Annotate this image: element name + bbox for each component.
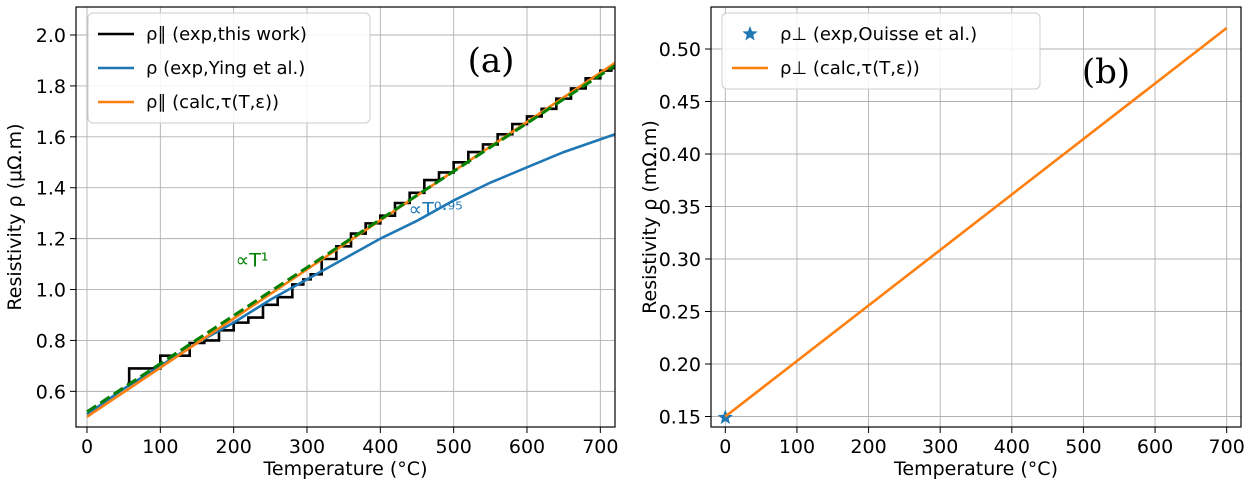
legend-label: ρ (exp,Ying et al.) xyxy=(146,58,305,79)
legend-label: ρ∥ (exp,this work) xyxy=(146,24,307,45)
y-tick-label: 0.35 xyxy=(659,197,701,219)
x-tick-label: 300 xyxy=(922,436,958,458)
y-tick-label: 0.30 xyxy=(659,249,701,271)
legend-label: ρ∥ (calc,τ(T,ε)) xyxy=(146,92,279,113)
legend-b: ρ⊥ (exp,Ouisse et al.) ρ⊥ (calc,τ(T,ε)) xyxy=(721,12,1041,90)
series-marker-star xyxy=(717,409,733,425)
y-tick-label: 2.0 xyxy=(36,25,66,47)
y-tick-label: 1.0 xyxy=(36,280,66,302)
x-tick-label: 300 xyxy=(289,436,325,458)
series-layer-b xyxy=(717,26,1228,425)
series-line-0 xyxy=(127,66,615,386)
y-axis-label-b: Resistivity ρ (mΩ.m) xyxy=(639,120,661,314)
legend-a: ρ∥ (exp,this work) ρ (exp,Ying et al.) ρ∥ … xyxy=(87,12,371,124)
legend-box xyxy=(721,12,1041,90)
y-tick-label: 0.15 xyxy=(659,407,701,429)
chart-panel-b: 0 100 200 300 400 500 600 700 0.15 0.20 0.25 0.30 0.… xyxy=(639,6,1245,480)
y-tick-label: 0.50 xyxy=(659,39,701,61)
legend-label: ρ⊥ (calc,τ(T,ε)) xyxy=(780,58,920,79)
series-layer-a xyxy=(86,61,615,418)
ticks-a: 0 100 200 300 400 500 600 700 0.6 0.8 1.0 1.2 1.4 1.6… xyxy=(36,25,619,458)
grid-b xyxy=(711,7,1241,427)
series-line-1 xyxy=(724,26,1228,418)
y-tick-label: 0.20 xyxy=(659,354,701,376)
plot-frame-b xyxy=(710,6,1242,428)
x-tick-label: 200 xyxy=(850,436,886,458)
y-tick-label: 0.40 xyxy=(659,144,701,166)
x-tick-label: 700 xyxy=(1209,436,1245,458)
panel-label-a: (a) xyxy=(468,41,515,81)
legend-label: ρ⊥ (exp,Ouisse et al.) xyxy=(780,24,977,45)
x-tick-label: 600 xyxy=(509,436,545,458)
x-tick-label: 400 xyxy=(994,436,1030,458)
annotation-0: ∝T¹ xyxy=(236,250,269,272)
plot-frame-a xyxy=(75,6,616,428)
panel-label-b: (b) xyxy=(1082,52,1130,92)
x-tick-label: 200 xyxy=(216,436,252,458)
x-tick-label: 0 xyxy=(719,436,731,458)
x-tick-label: 100 xyxy=(779,436,815,458)
y-tick-label: 1.8 xyxy=(36,76,66,98)
x-tick-label: 500 xyxy=(436,436,472,458)
chart-panel-a: 0 100 200 300 400 500 600 700 0.6 0.8 1.0 1.2 1.4 1.6… xyxy=(4,6,619,480)
x-tick-label: 0 xyxy=(81,436,93,458)
y-tick-label: 0.25 xyxy=(659,302,701,324)
annotations-a: ∝T¹ ∝T⁰·⁹⁵ xyxy=(236,199,463,272)
x-tick-label: 100 xyxy=(142,436,178,458)
y-axis-label-a: Resistivity ρ (μΩ.m) xyxy=(4,123,26,310)
annotation-1: ∝T⁰·⁹⁵ xyxy=(409,199,463,221)
y-tick-label: 0.8 xyxy=(36,330,66,352)
series-line-3 xyxy=(86,64,615,413)
ticks-b: 0 100 200 300 400 500 600 700 0.15 0.20 0.25 0.30 0.… xyxy=(659,39,1245,458)
x-tick-label: 400 xyxy=(362,436,398,458)
x-axis-label-b: Temperature (°C) xyxy=(893,458,1058,480)
y-tick-label: 0.6 xyxy=(36,381,66,403)
legend-swatch xyxy=(742,26,758,41)
x-tick-label: 500 xyxy=(1065,436,1101,458)
y-tick-label: 1.6 xyxy=(36,127,66,149)
x-tick-label: 700 xyxy=(582,436,618,458)
y-tick-label: 1.2 xyxy=(36,229,66,251)
x-axis-label-a: Temperature (°C) xyxy=(263,458,428,480)
y-tick-label: 1.4 xyxy=(36,178,66,200)
legend-box xyxy=(87,12,371,124)
x-tick-label: 600 xyxy=(1137,436,1173,458)
y-tick-label: 0.45 xyxy=(659,92,701,114)
